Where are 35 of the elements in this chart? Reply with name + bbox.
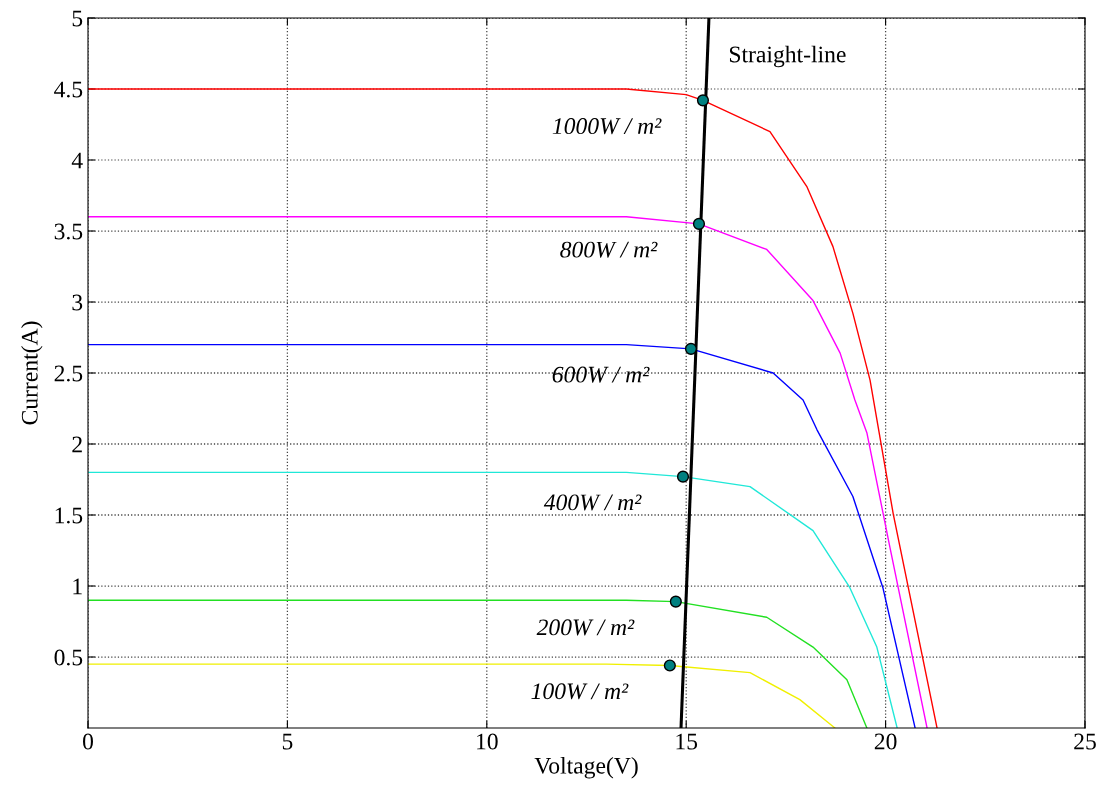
y-tick-label: 4 (71, 152, 83, 169)
y-tick-label: 2.5 (54, 365, 83, 382)
y-tick-label: 5 (72, 10, 83, 27)
annotation: 200W / m² (536, 619, 635, 636)
annotation: 100W / m² (531, 683, 629, 700)
y-tick-label: 3.5 (54, 223, 83, 240)
y-tick-label: 0.5 (54, 649, 83, 666)
y-axis-title: Current(A) (21, 321, 43, 425)
point (696, 94, 710, 107)
x-tick-label: 0 (83, 733, 93, 750)
y-tick-label: 4.5 (54, 81, 83, 98)
point (684, 342, 698, 355)
annotation: 800W / m² (560, 241, 658, 258)
y-tick-label: 2 (72, 436, 82, 453)
point (676, 470, 690, 483)
point (692, 217, 706, 230)
annotation: 400W / m² (543, 494, 642, 511)
line-series (88, 343, 916, 728)
x-tick-label: 20 (874, 733, 897, 750)
x-tick-label: 25 (1074, 733, 1096, 750)
annotation: 1000W / m² (552, 118, 662, 135)
x-axis-title: Voltage(V) (534, 757, 638, 779)
point (669, 595, 682, 608)
x-tick-label: 15 (676, 733, 698, 750)
y-tick-label: 1 (73, 578, 82, 595)
y-tick-label: 1.5 (55, 507, 83, 524)
x-tick-label: 10 (477, 733, 498, 750)
annotation: Straight-line (729, 45, 846, 68)
point (663, 659, 676, 672)
x-tick-label: 5 (282, 733, 293, 750)
line-series (88, 216, 928, 728)
line-series (88, 88, 938, 728)
y-tick-label: 3 (72, 294, 83, 311)
annotation: 600W / m² (552, 366, 650, 383)
line-series (88, 471, 898, 728)
